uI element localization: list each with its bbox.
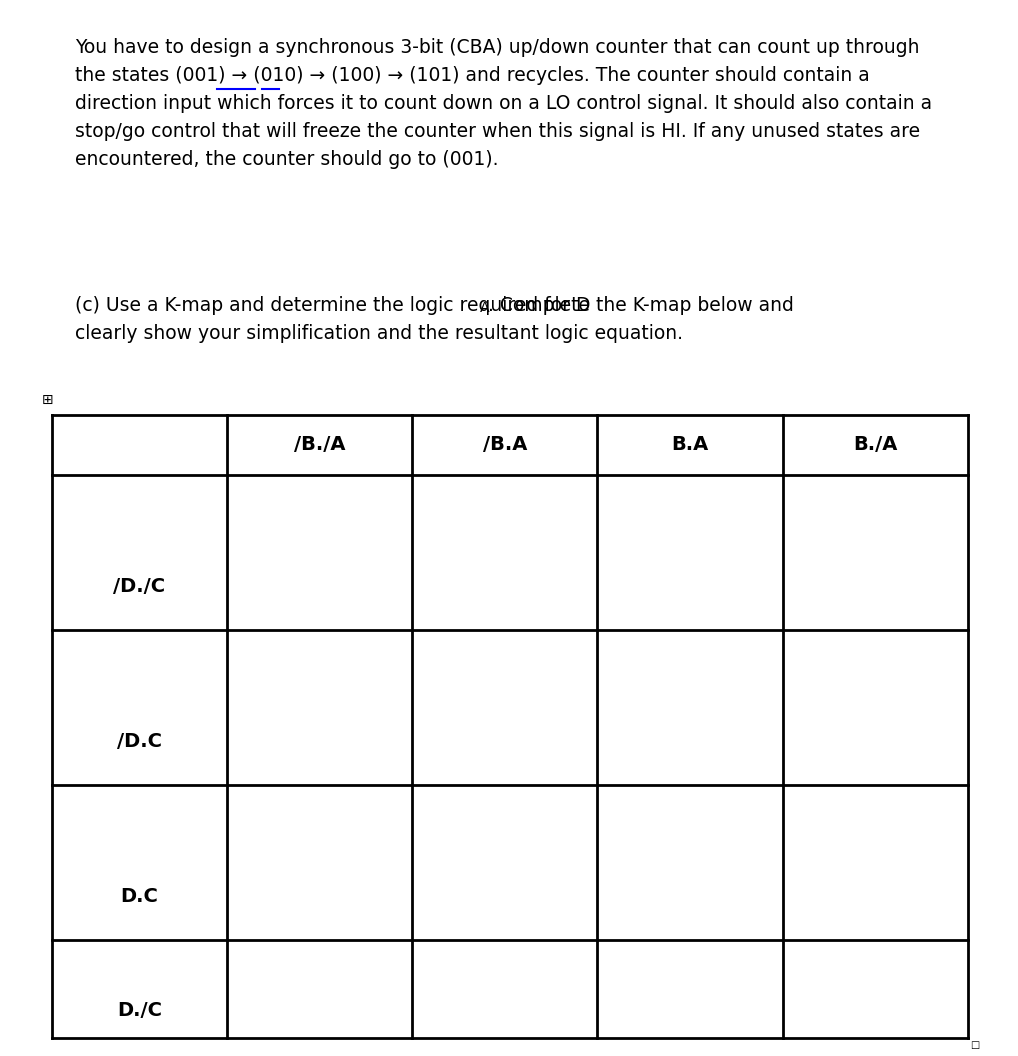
Text: the states (001) → (010) → (100) → (101) and recycles. The counter should contai: the states (001) → (010) → (100) → (101)…	[75, 65, 869, 84]
Text: B.A: B.A	[672, 435, 709, 454]
Text: . Complete the K-map below and: . Complete the K-map below and	[489, 296, 794, 315]
Text: /D.C: /D.C	[117, 732, 162, 751]
Text: /D./C: /D./C	[113, 577, 166, 596]
Text: ⊞: ⊞	[42, 393, 54, 407]
Text: You have to design a synchronous 3-bit (CBA) up/down counter that can count up t: You have to design a synchronous 3-bit (…	[75, 38, 919, 57]
Text: (c) Use a K-map and determine the logic required for D: (c) Use a K-map and determine the logic …	[75, 296, 590, 315]
Text: A: A	[480, 301, 490, 315]
Text: D./C: D./C	[117, 1001, 162, 1020]
Text: /B./A: /B./A	[294, 435, 345, 454]
Text: B./A: B./A	[853, 435, 898, 454]
Text: D.C: D.C	[120, 887, 159, 906]
Text: encountered, the counter should go to (001).: encountered, the counter should go to (0…	[75, 150, 499, 169]
Text: direction input which forces it to count down on a LO control signal. It should : direction input which forces it to count…	[75, 94, 932, 113]
Text: /B.A: /B.A	[483, 435, 527, 454]
Text: clearly show your simplification and the resultant logic equation.: clearly show your simplification and the…	[75, 324, 683, 343]
Text: □: □	[970, 1040, 979, 1050]
Text: stop/go control that will freeze the counter when this signal is HI. If any unus: stop/go control that will freeze the cou…	[75, 122, 920, 142]
